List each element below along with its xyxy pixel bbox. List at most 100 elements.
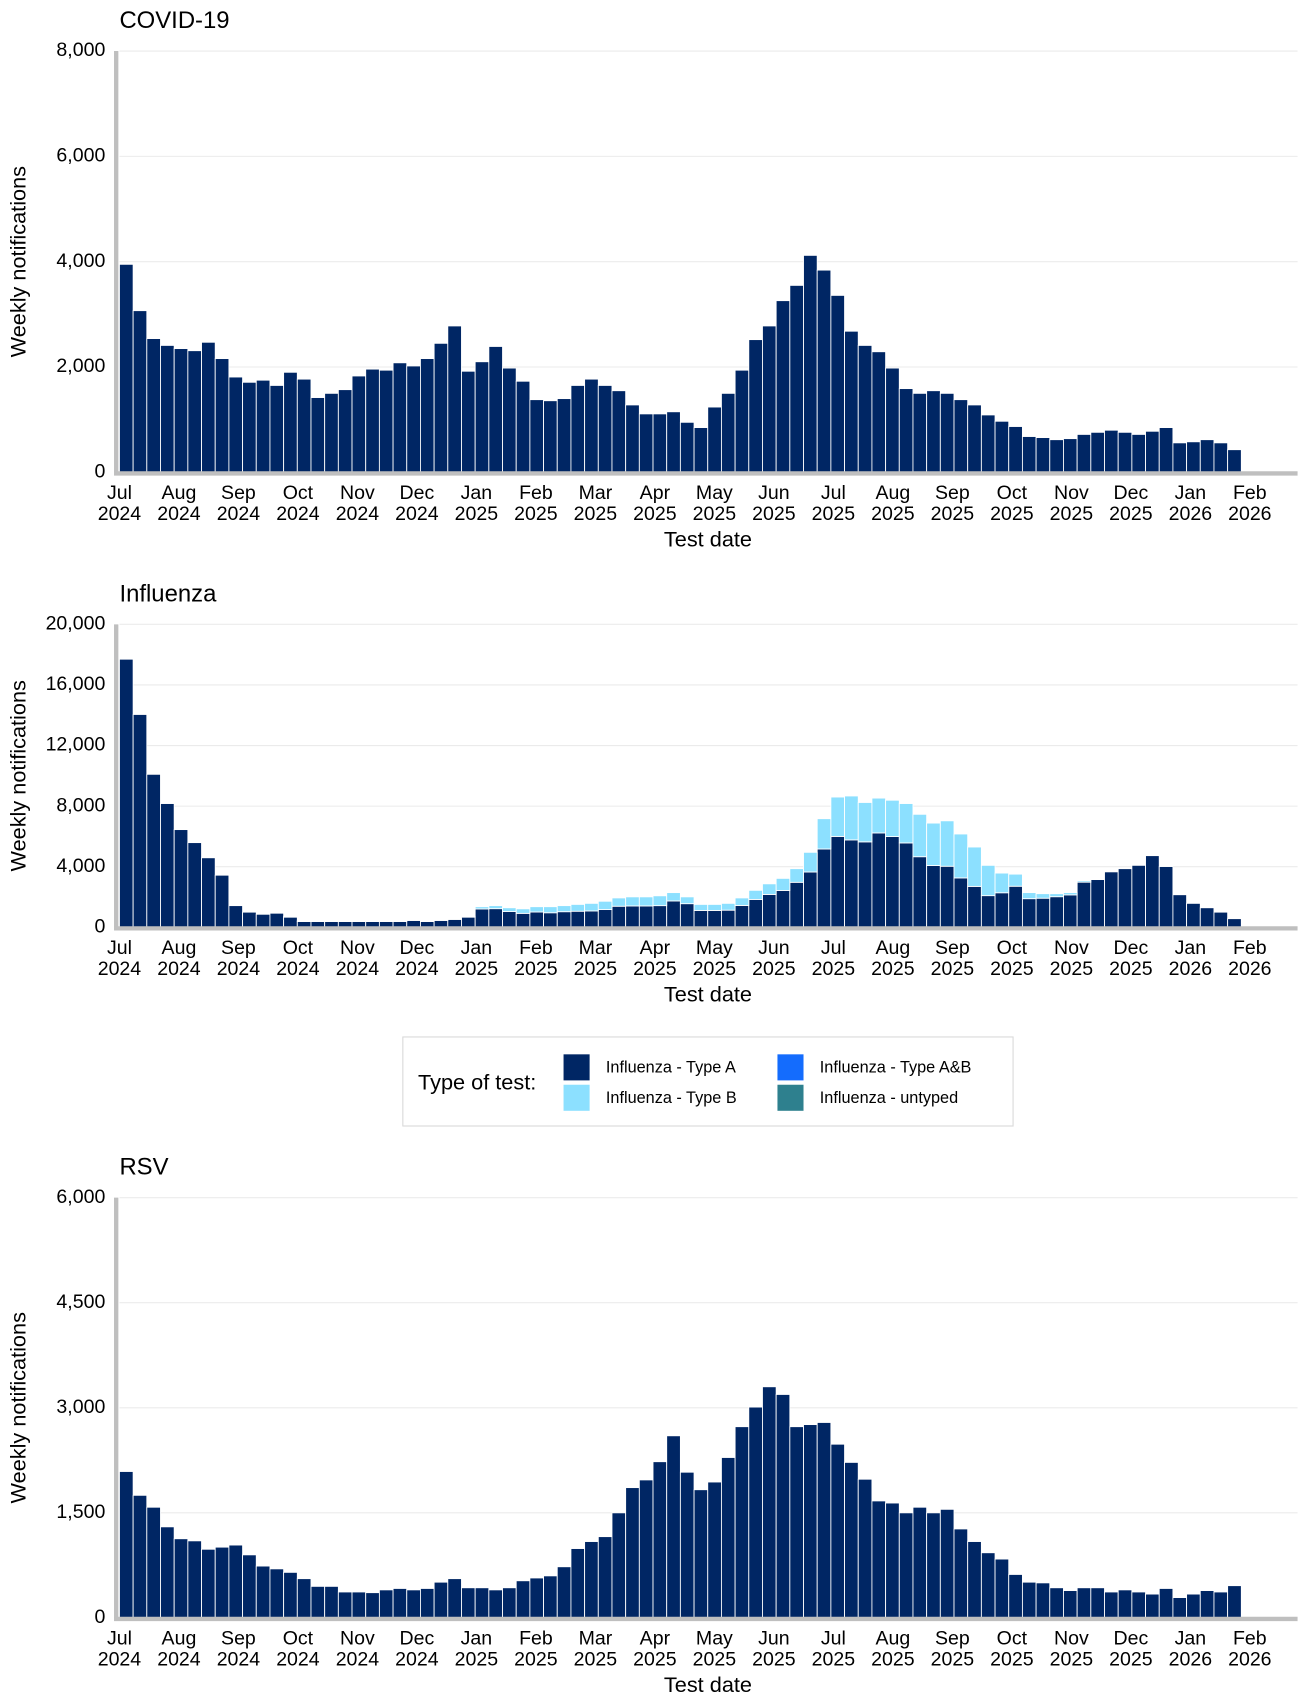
bar bbox=[871, 1500, 887, 1619]
bar-segment bbox=[926, 822, 941, 866]
bar bbox=[1063, 438, 1078, 473]
bar-segment bbox=[789, 881, 804, 928]
bar bbox=[666, 411, 681, 473]
bar-segment bbox=[1049, 896, 1064, 928]
bar-segment bbox=[1035, 897, 1051, 928]
x-tick-month: Jul bbox=[107, 482, 132, 504]
bar-segment bbox=[967, 846, 982, 887]
bar-segment bbox=[762, 893, 777, 928]
bar bbox=[420, 358, 435, 473]
bar bbox=[269, 385, 285, 473]
bar bbox=[310, 397, 326, 473]
bar-segment bbox=[1008, 885, 1023, 928]
x-tick-month: May bbox=[696, 482, 733, 504]
bar bbox=[187, 1540, 202, 1619]
bar bbox=[679, 1471, 695, 1619]
bar-segment bbox=[1158, 866, 1174, 928]
bar-segment bbox=[803, 851, 818, 873]
x-tick-month: Feb bbox=[1233, 1628, 1267, 1650]
x-tick-year: 2025 bbox=[574, 958, 618, 980]
bar-segment bbox=[351, 920, 367, 922]
bar-segment bbox=[597, 909, 613, 928]
x-tick-year: 2025 bbox=[1109, 1648, 1153, 1670]
x-tick-year: 2025 bbox=[931, 503, 975, 525]
x-tick-month: Jun bbox=[758, 482, 790, 504]
bar bbox=[1090, 431, 1105, 473]
bar bbox=[351, 1591, 367, 1619]
x-tick-year: 2025 bbox=[693, 1648, 737, 1670]
bar-segment bbox=[1076, 881, 1092, 928]
bar-segment bbox=[1090, 879, 1105, 928]
bar-segment bbox=[378, 920, 394, 922]
x-tick-month: Sep bbox=[935, 1628, 970, 1650]
bar bbox=[980, 414, 996, 473]
x-tick-year: 2025 bbox=[871, 1648, 915, 1670]
bar-segment bbox=[324, 920, 339, 922]
bar bbox=[1035, 1582, 1051, 1619]
bar-segment bbox=[420, 920, 435, 922]
x-tick-year: 2024 bbox=[276, 958, 320, 980]
x-tick-month: Nov bbox=[1054, 937, 1089, 959]
legend-label: Influenza - Type B bbox=[606, 1089, 737, 1107]
bar bbox=[597, 385, 613, 473]
bar bbox=[898, 388, 914, 473]
bar bbox=[228, 1544, 244, 1619]
bar bbox=[461, 370, 476, 473]
x-tick-year: 2025 bbox=[871, 958, 915, 980]
x-tick-year: 2024 bbox=[98, 503, 142, 525]
bar bbox=[898, 1512, 914, 1619]
x-tick-month: Oct bbox=[997, 937, 1028, 959]
legend-swatch bbox=[777, 1054, 804, 1081]
bar bbox=[461, 1587, 476, 1619]
x-tick-month: Jan bbox=[461, 1628, 493, 1650]
bar-segment bbox=[611, 905, 627, 928]
bar bbox=[994, 420, 1010, 473]
bar bbox=[762, 325, 777, 473]
bar bbox=[543, 1575, 558, 1619]
bar bbox=[1049, 439, 1064, 473]
bar-segment bbox=[570, 903, 586, 912]
x-tick-month: Dec bbox=[1113, 1628, 1148, 1650]
bar bbox=[1158, 1588, 1174, 1619]
bar-segment bbox=[693, 910, 709, 928]
bar-segment bbox=[885, 799, 900, 837]
x-tick-year: 2025 bbox=[752, 503, 796, 525]
bar bbox=[187, 350, 202, 473]
bar-segment bbox=[201, 857, 216, 928]
bar bbox=[666, 1435, 681, 1619]
bar bbox=[146, 1506, 161, 1619]
bar bbox=[283, 371, 298, 473]
bar-segment bbox=[775, 890, 791, 928]
bar bbox=[885, 1502, 900, 1619]
x-tick-year: 2025 bbox=[1109, 958, 1153, 980]
bar bbox=[529, 1577, 545, 1619]
x-tick-month: Jul bbox=[821, 482, 846, 504]
bar bbox=[625, 1487, 640, 1619]
bar-segment bbox=[748, 889, 763, 900]
x-tick-year: 2025 bbox=[812, 1648, 856, 1670]
bar-segment bbox=[515, 912, 531, 928]
bar bbox=[146, 338, 161, 473]
y-tick-label: 0 bbox=[94, 460, 105, 482]
bar-segment bbox=[132, 714, 148, 928]
bar bbox=[1213, 1591, 1229, 1619]
bar bbox=[912, 392, 928, 473]
bar bbox=[1063, 1590, 1078, 1619]
bar-segment bbox=[146, 773, 161, 928]
x-tick-year: 2025 bbox=[574, 503, 618, 525]
bar-segment bbox=[1199, 907, 1215, 928]
bar bbox=[529, 399, 545, 473]
bar-segment bbox=[1063, 892, 1078, 896]
bar-segment bbox=[816, 848, 832, 928]
x-tick-month: Feb bbox=[519, 937, 553, 959]
bar bbox=[734, 369, 750, 473]
bar bbox=[844, 1461, 859, 1619]
x-tick-month: Jul bbox=[821, 1628, 846, 1650]
bar-segment bbox=[816, 818, 832, 850]
bar bbox=[119, 1471, 134, 1619]
bar bbox=[324, 1585, 339, 1619]
bar bbox=[556, 1566, 572, 1619]
bar-segment bbox=[337, 920, 353, 922]
bar bbox=[597, 1536, 613, 1619]
bar bbox=[693, 427, 709, 473]
